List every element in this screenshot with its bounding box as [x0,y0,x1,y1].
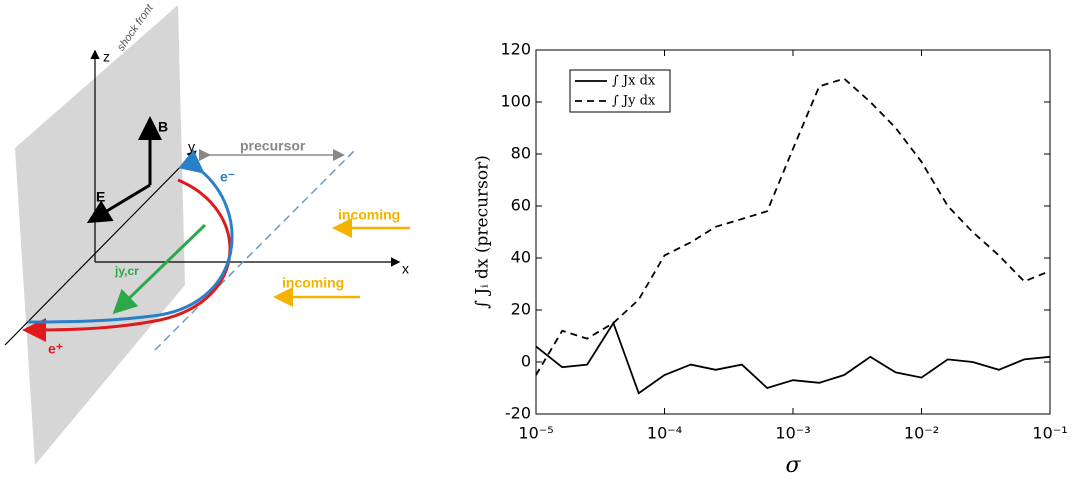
current-label: jy,cr [114,264,139,278]
y-tick-label: 0 [521,352,531,371]
y-label: y [188,139,195,155]
chart: -20 0 20 40 60 80 100 120 10⁻⁵ 10⁻⁴ 10⁻³ 10⁻² 10⁻¹ σ ∫… [473,40,1068,479]
positron-path [22,178,232,342]
z-label: z [103,49,110,65]
e-label: E [96,189,105,205]
data-line [535,77,1051,376]
x-tick-label: 10⁻⁴ [647,424,682,443]
x-label: x [402,261,409,277]
precursor-edge [154,149,356,351]
y-axis [4,150,197,346]
y-tick-label: 40 [511,248,531,267]
incoming-label: incoming [282,275,344,291]
x-tick-label: 10⁻² [904,424,939,443]
y-tick-label: 120 [500,40,531,59]
current-arrow [112,223,207,315]
y-tick-label: 60 [511,196,531,215]
x-tick-label: 10⁻³ [775,424,810,443]
legend-label: ∫ Jx dx [612,74,656,89]
x-axis-label: σ [785,453,801,478]
e-arrow [86,183,151,224]
electron-label: e⁻ [220,169,235,185]
y-tick-label: -20 [505,404,531,423]
x-tick-label: 10⁻¹ [1032,424,1067,443]
shock-plane [15,5,185,465]
positron-label: e⁺ [48,341,63,357]
legend-box [569,69,671,113]
x-tick-label: 10⁻⁵ [518,424,553,443]
data-line [535,320,1051,395]
y-tick-label: 100 [500,92,531,111]
b-label: B [158,119,168,135]
electron-path [27,149,234,324]
y-tick-label: 20 [511,300,531,319]
legend-label: ∫ Jy dx [612,94,656,109]
incoming-label: incoming [338,207,400,223]
y-tick-label: 80 [511,144,531,163]
precursor-label: precursor [240,138,306,154]
y-axis-label: ∫ Jᵢ dx (precursor) [473,155,493,309]
diagram: z shock front B E y x precursor e⁻ e⁺ jy… [4,2,410,465]
